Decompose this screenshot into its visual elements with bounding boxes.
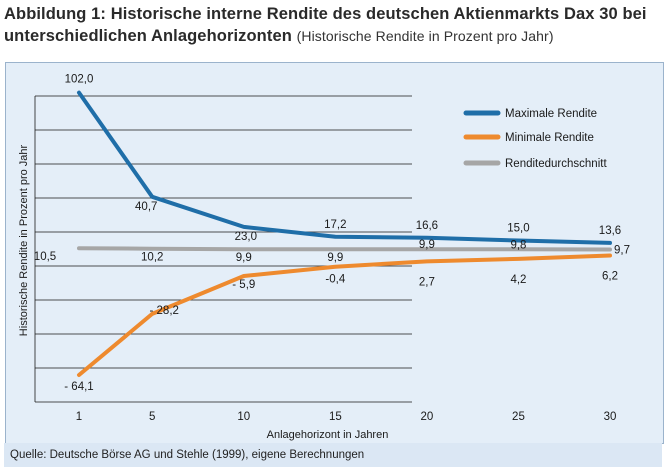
data-label-avg: 9,7 bbox=[614, 245, 630, 257]
series-line-avg bbox=[77, 246, 612, 252]
data-label-max: 16,6 bbox=[416, 220, 438, 232]
data-label-min: 2,7 bbox=[419, 276, 435, 288]
x-tick-label: 1 bbox=[76, 411, 82, 423]
data-label-max: 23,0 bbox=[235, 231, 257, 243]
chart-title: Abbildung 1: Historische interne Rendite… bbox=[4, 3, 669, 47]
chart-subtitle: (Historische Rendite in Prozent pro Jahr… bbox=[296, 28, 554, 44]
data-label-max: 15,0 bbox=[507, 223, 529, 235]
data-label-min: - 64,1 bbox=[64, 381, 93, 393]
data-label-min: - 28,2 bbox=[150, 305, 179, 317]
chart-panel bbox=[5, 62, 664, 444]
legend-label-min: Minimale Rendite bbox=[505, 132, 594, 144]
x-axis-label: Anlagehorizont in Jahren bbox=[267, 429, 389, 441]
data-label-avg: 10,2 bbox=[141, 252, 163, 264]
data-label-min: -0,4 bbox=[325, 274, 345, 286]
data-label-max: 40,7 bbox=[135, 201, 157, 213]
data-label-min: 4,2 bbox=[510, 274, 526, 286]
legend-label-avg: Renditedurchschnitt bbox=[505, 158, 607, 170]
series-line-max bbox=[77, 90, 612, 245]
x-tick-label: 25 bbox=[512, 411, 525, 423]
x-tick-label: 10 bbox=[237, 411, 250, 423]
series-line-min bbox=[77, 253, 612, 377]
y-axis-label: Historische Rendite in Prozent pro Jahr bbox=[18, 144, 30, 336]
data-label-avg: 9,8 bbox=[510, 239, 526, 251]
data-label-max: 13,6 bbox=[599, 225, 621, 237]
data-label-avg: 9,9 bbox=[327, 252, 343, 264]
x-tick-label: 5 bbox=[149, 411, 155, 423]
data-label-avg: 10,5 bbox=[34, 251, 56, 263]
x-tick-label: 30 bbox=[604, 411, 617, 423]
legend-label-max: Maximale Rendite bbox=[505, 108, 597, 120]
x-tick-label: 15 bbox=[329, 411, 342, 423]
source-note: Quelle: Deutsche Börse AG und Stehle (19… bbox=[4, 443, 662, 467]
data-label-avg: 9,9 bbox=[236, 252, 252, 264]
data-label-min: 6,2 bbox=[602, 270, 618, 282]
x-tick-label: 20 bbox=[420, 411, 433, 423]
data-label-max: 17,2 bbox=[324, 219, 346, 231]
data-label-min: - 5,9 bbox=[232, 279, 255, 291]
data-label-max: 102,0 bbox=[65, 74, 94, 86]
chart-title-main: Abbildung 1: Historische interne Rendite… bbox=[4, 5, 647, 45]
data-label-avg: 9,9 bbox=[419, 239, 435, 251]
